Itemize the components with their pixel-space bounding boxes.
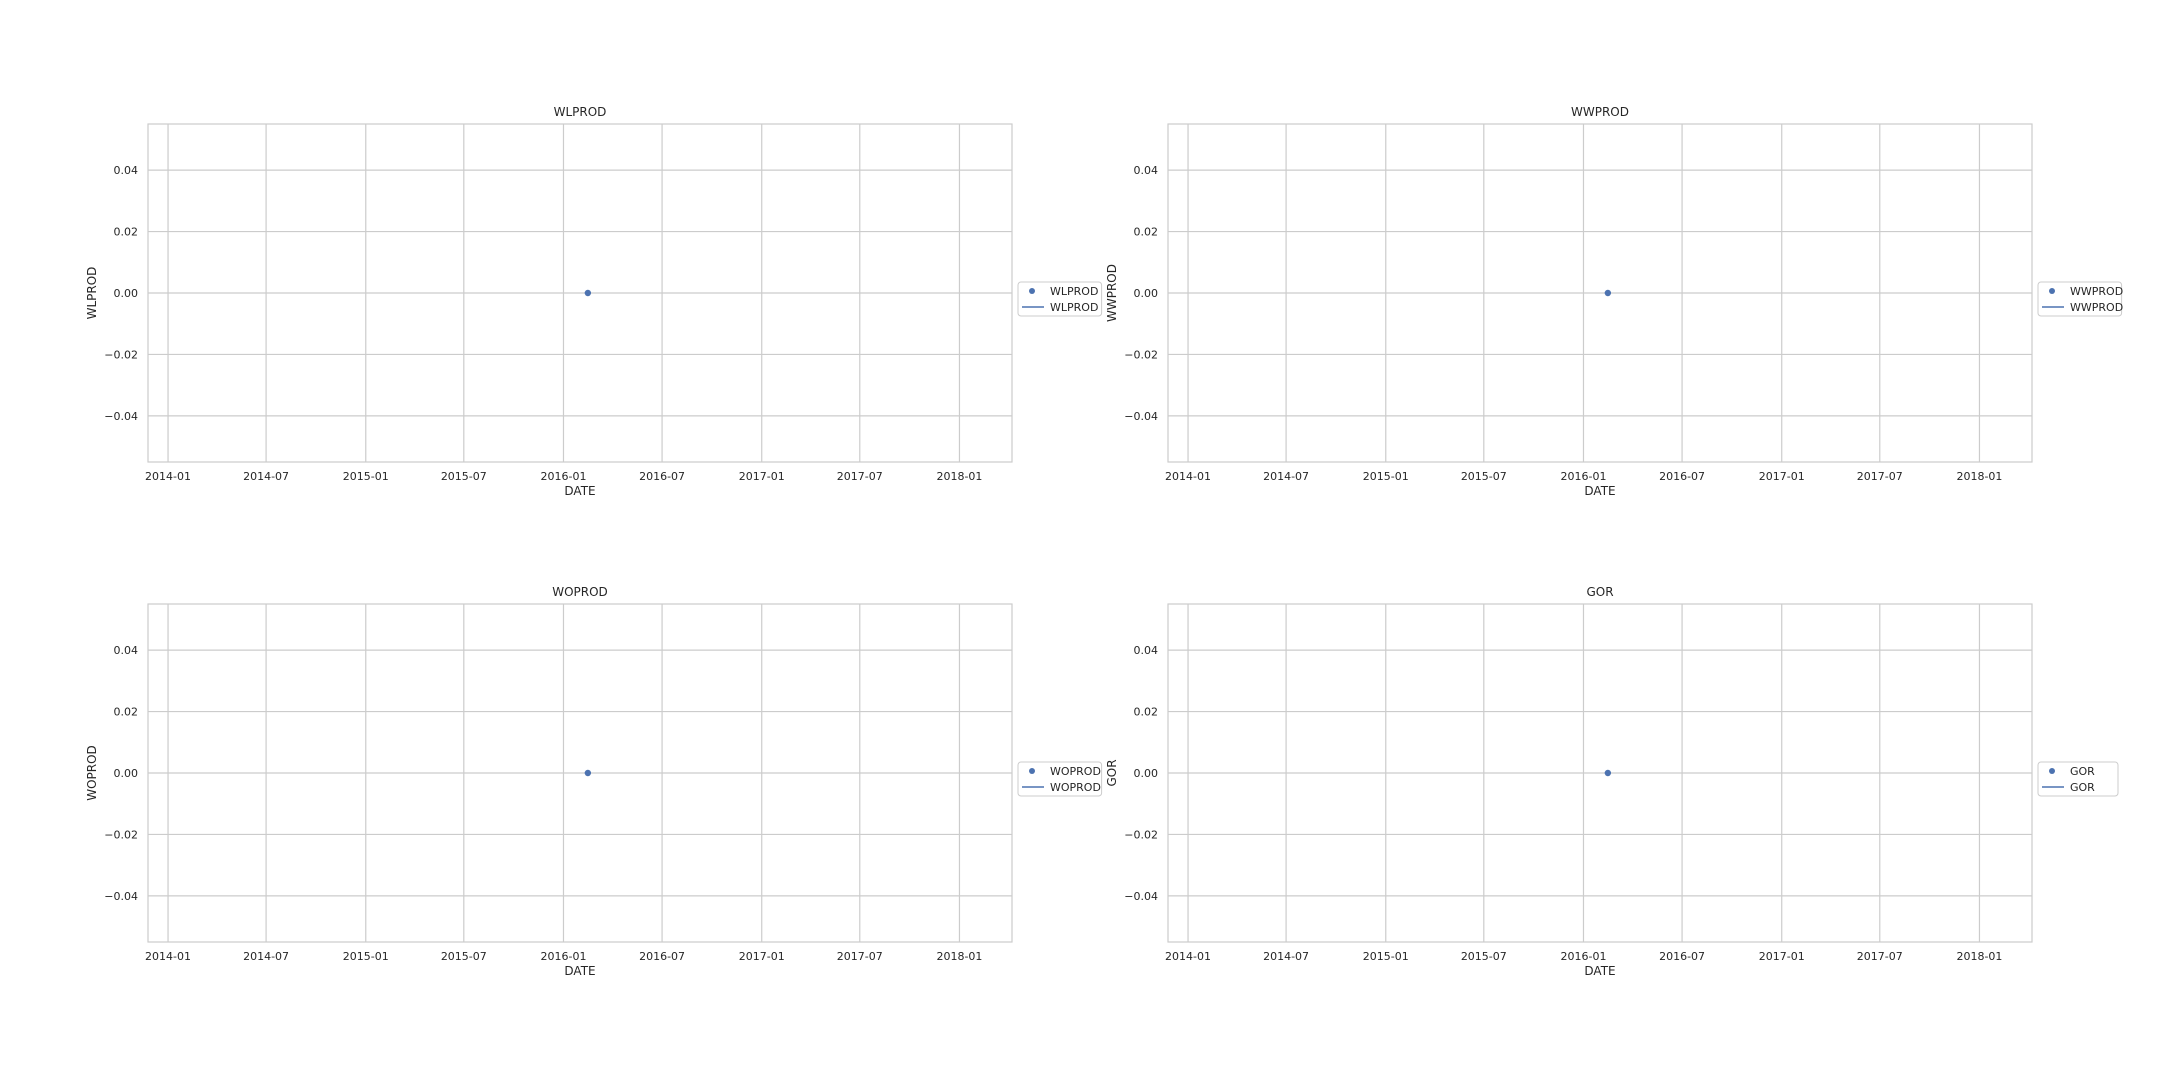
y-tick-label: 0.00	[114, 287, 139, 300]
data-point	[584, 289, 592, 297]
legend-marker-icon	[2049, 288, 2055, 294]
x-tick-label: 2014-07	[1263, 470, 1309, 483]
x-tick-label: 2018-01	[936, 470, 982, 483]
x-tick-label: 2015-07	[1461, 470, 1507, 483]
x-tick-label: 2017-07	[1857, 470, 1903, 483]
subplot-2: 2014-01 2014-07 2015-01 2015-07 2016-01 2016-…	[85, 585, 1103, 978]
data-point	[1604, 289, 1612, 297]
x-axis-label: DATE	[564, 964, 595, 978]
y-tick-label: 0.04	[114, 644, 139, 657]
y-tick-label: −0.04	[104, 410, 138, 423]
legend: WWPROD WWPROD	[2037, 281, 2123, 317]
y-tick-label: −0.04	[1124, 890, 1158, 903]
legend-label: WLPROD	[1050, 301, 1098, 314]
y-tick-label: 0.04	[114, 164, 139, 177]
y-tick-label: −0.04	[104, 890, 138, 903]
x-tick-label: 2017-01	[1759, 950, 1805, 963]
subplot-3: 2014-01 2014-07 2015-01 2015-07 2016-01 2016-…	[1105, 585, 2119, 978]
chart-title: WOPROD	[552, 585, 608, 599]
x-tick-label: 2014-01	[145, 950, 191, 963]
x-axis-label: DATE	[1584, 964, 1615, 978]
legend-label: WWPROD	[2070, 301, 2123, 314]
data-point	[1604, 769, 1612, 777]
x-tick-label: 2015-01	[343, 470, 389, 483]
data-point	[584, 769, 592, 777]
y-tick-label: 0.02	[1134, 226, 1159, 239]
legend: WLPROD WLPROD	[1017, 281, 1103, 317]
legend-marker-icon	[1029, 768, 1035, 774]
axes-frame	[147, 603, 1013, 943]
y-tick-label: −0.02	[104, 828, 138, 841]
y-tick-label: 0.00	[1134, 287, 1159, 300]
legend-label: GOR	[2070, 765, 2095, 778]
x-axis-label: DATE	[1584, 484, 1615, 498]
y-axis-label: WWPROD	[1105, 264, 1119, 322]
legend-marker-icon	[2049, 768, 2055, 774]
y-axis-label: WLPROD	[85, 267, 99, 320]
x-tick-label: 2014-01	[1165, 950, 1211, 963]
x-tick-label: 2018-01	[1956, 470, 2002, 483]
chart-title: WLPROD	[554, 105, 607, 119]
x-tick-label: 2015-07	[441, 950, 487, 963]
legend-marker-icon	[1029, 288, 1035, 294]
x-tick-label: 2017-07	[1857, 950, 1903, 963]
x-tick-label: 2017-07	[837, 470, 883, 483]
x-tick-label: 2014-01	[1165, 470, 1211, 483]
x-tick-label: 2014-07	[243, 950, 289, 963]
y-axis-label: GOR	[1105, 759, 1119, 786]
x-tick-label: 2016-07	[639, 470, 685, 483]
legend-label: GOR	[2070, 781, 2095, 794]
x-tick-label: 2014-07	[243, 470, 289, 483]
axes-frame	[1167, 603, 2033, 943]
x-tick-label: 2018-01	[936, 950, 982, 963]
x-tick-label: 2016-07	[639, 950, 685, 963]
legend: WOPROD WOPROD	[1017, 761, 1103, 797]
x-tick-label: 2016-07	[1659, 470, 1705, 483]
y-tick-label: 0.00	[114, 767, 139, 780]
x-tick-label: 2014-07	[1263, 950, 1309, 963]
chart-title: WWPROD	[1571, 105, 1629, 119]
x-tick-label: 2015-01	[1363, 950, 1409, 963]
y-tick-label: −0.02	[1124, 828, 1158, 841]
x-tick-label: 2018-01	[1956, 950, 2002, 963]
x-tick-label: 2017-01	[739, 950, 785, 963]
legend-label: WOPROD	[1050, 781, 1101, 794]
x-axis-label: DATE	[564, 484, 595, 498]
y-tick-label: −0.02	[1124, 348, 1158, 361]
x-tick-label: 2016-07	[1659, 950, 1705, 963]
legend-label: WOPROD	[1050, 765, 1101, 778]
y-axis-label: WOPROD	[85, 745, 99, 801]
x-tick-label: 2016-01	[1560, 950, 1606, 963]
legend-label: WLPROD	[1050, 285, 1098, 298]
x-tick-label: 2016-01	[540, 470, 586, 483]
chart-title: GOR	[1586, 585, 1613, 599]
y-tick-label: 0.02	[1134, 706, 1159, 719]
x-tick-label: 2017-01	[1759, 470, 1805, 483]
y-tick-label: 0.02	[114, 706, 139, 719]
subplot-1: 2014-01 2014-07 2015-01 2015-07 2016-01 2016-…	[1105, 105, 2123, 498]
y-tick-label: 0.04	[1134, 644, 1159, 657]
x-tick-label: 2015-01	[1363, 470, 1409, 483]
x-tick-label: 2015-07	[441, 470, 487, 483]
y-tick-label: 0.02	[114, 226, 139, 239]
subplot-0: 2014-01 2014-07 2015-01 2015-07 2016-01 2016-…	[85, 105, 1103, 498]
axes-frame	[147, 123, 1013, 463]
x-tick-label: 2016-01	[1560, 470, 1606, 483]
x-tick-label: 2016-01	[540, 950, 586, 963]
x-tick-label: 2015-01	[343, 950, 389, 963]
y-tick-label: −0.02	[104, 348, 138, 361]
y-tick-label: 0.00	[1134, 767, 1159, 780]
x-tick-label: 2015-07	[1461, 950, 1507, 963]
y-tick-label: −0.04	[1124, 410, 1158, 423]
axes-frame	[1167, 123, 2033, 463]
x-tick-label: 2014-01	[145, 470, 191, 483]
x-tick-label: 2017-01	[739, 470, 785, 483]
legend-label: WWPROD	[2070, 285, 2123, 298]
y-tick-label: 0.04	[1134, 164, 1159, 177]
x-tick-label: 2017-07	[837, 950, 883, 963]
legend: GOR GOR	[2037, 761, 2119, 797]
